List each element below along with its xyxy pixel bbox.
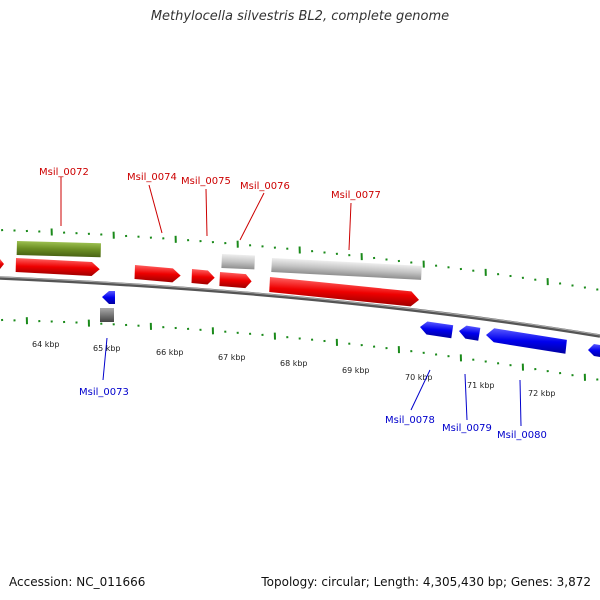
kbp-tick-label: 66 kbp bbox=[156, 348, 184, 357]
label-leader-line bbox=[464, 373, 468, 421]
forward-gene-arrow[interactable] bbox=[134, 265, 181, 283]
reverse-gene-arrow[interactable] bbox=[458, 325, 481, 341]
gene-label-reverse[interactable]: Msil_0080 bbox=[497, 430, 547, 441]
pseudo-gene-bar[interactable] bbox=[271, 257, 422, 280]
reverse-gene-arrow[interactable] bbox=[588, 344, 600, 357]
gene-label-forward[interactable]: Msil_0076 bbox=[240, 181, 290, 192]
genome-backbone-highlight bbox=[0, 276, 600, 336]
reverse-gene-arrow[interactable] bbox=[485, 328, 567, 354]
forward-gene-arrow[interactable] bbox=[269, 277, 420, 307]
rna-gene-bar[interactable] bbox=[16, 240, 101, 258]
gene-label-forward[interactable]: Msil_0075 bbox=[181, 176, 231, 187]
forward-gene-arrow[interactable] bbox=[219, 272, 252, 289]
forward-gene-arrow[interactable] bbox=[0, 259, 4, 269]
pseudo-gene-bar[interactable] bbox=[100, 308, 114, 322]
reverse-gene-arrow[interactable] bbox=[419, 321, 454, 339]
reverse-gene-arrow[interactable] bbox=[102, 291, 115, 304]
upper-tick-row bbox=[1, 228, 599, 291]
label-leader-line bbox=[410, 369, 431, 411]
label-leader-line bbox=[239, 192, 265, 241]
accession-text: Accession: NC_011666 bbox=[9, 575, 146, 589]
reverse-strand-genes bbox=[100, 291, 600, 357]
label-leader-line bbox=[148, 184, 163, 234]
gene-label-forward[interactable]: Msil_0077 bbox=[331, 190, 381, 201]
reverse-gene-labels: Msil_0073 Msil_0078 Msil_0079 Msil_0080 bbox=[79, 337, 547, 441]
label-leader-line bbox=[102, 337, 108, 381]
pseudo-gene-bar[interactable] bbox=[221, 254, 255, 270]
lower-tick-row bbox=[1, 317, 599, 381]
forward-strand-genes bbox=[0, 240, 422, 307]
gene-label-forward[interactable]: Msil_0072 bbox=[39, 167, 89, 178]
genome-backbone bbox=[0, 276, 600, 338]
gene-label-reverse[interactable]: Msil_0078 bbox=[385, 415, 435, 426]
label-leader-line bbox=[519, 379, 522, 427]
genome-summary-text: Topology: circular; Length: 4,305,430 bp… bbox=[261, 575, 591, 589]
gene-label-forward[interactable]: Msil_0074 bbox=[127, 172, 177, 183]
forward-gene-arrow[interactable] bbox=[15, 258, 100, 276]
label-leader-line bbox=[348, 202, 352, 251]
forward-gene-arrow[interactable] bbox=[191, 269, 215, 285]
kbp-tick-label: 72 kbp bbox=[528, 389, 556, 398]
gene-label-reverse[interactable]: Msil_0079 bbox=[442, 423, 492, 434]
kbp-tick-label: 68 kbp bbox=[280, 359, 308, 368]
kbp-tick-label: 70 kbp bbox=[405, 373, 433, 382]
kbp-tick-label: 67 kbp bbox=[218, 353, 246, 362]
label-leader-line bbox=[205, 188, 208, 237]
kbp-tick-labels: 64 kbp 65 kbp 66 kbp 67 kbp 68 kbp 69 kb… bbox=[32, 340, 556, 398]
gene-label-reverse[interactable]: Msil_0073 bbox=[79, 387, 129, 398]
kbp-tick-label: 65 kbp bbox=[93, 344, 121, 353]
genome-title: Methylocella silvestris BL2, complete ge… bbox=[150, 9, 450, 24]
kbp-tick-label: 69 kbp bbox=[342, 366, 370, 375]
kbp-tick-label: 71 kbp bbox=[467, 381, 495, 390]
kbp-tick-label: 64 kbp bbox=[32, 340, 60, 349]
forward-gene-labels: Msil_0072 Msil_0074 Msil_0075 Msil_0076 … bbox=[39, 167, 381, 251]
